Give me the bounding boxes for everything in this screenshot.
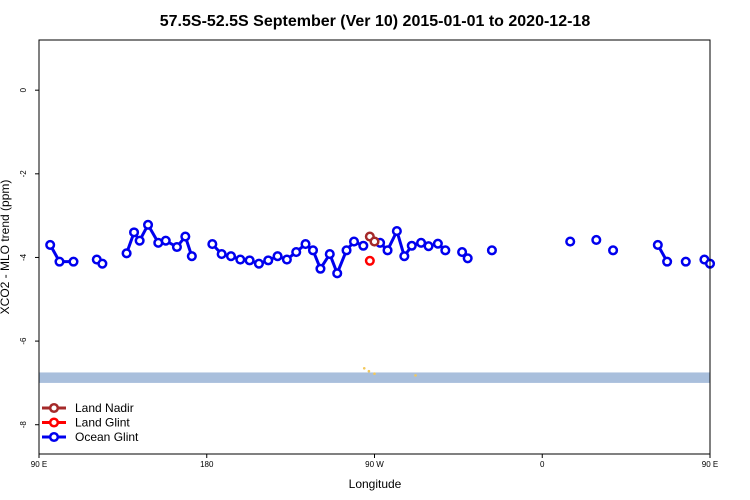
y-tick-label: -4 <box>19 253 28 261</box>
data-point <box>358 240 369 251</box>
data-point <box>186 251 197 262</box>
data-point <box>364 255 375 266</box>
y-tick-label: -6 <box>19 337 28 345</box>
land-marker <box>373 372 376 376</box>
data-point <box>486 245 497 256</box>
legend-item: Land Glint <box>42 416 130 430</box>
legend-swatch-marker <box>48 402 60 414</box>
data-point <box>216 249 227 260</box>
y-axis: 0 -2 -4 -6 -8 <box>19 87 39 428</box>
plot-area <box>39 219 716 383</box>
x-tick-label: 180 <box>200 460 214 469</box>
data-point <box>332 268 343 279</box>
data-point <box>440 245 451 256</box>
data-point <box>97 258 108 269</box>
data-point <box>225 251 237 262</box>
legend-label: Ocean Glint <box>75 430 139 444</box>
legend-item: Ocean Glint <box>42 430 139 444</box>
data-point <box>244 255 255 266</box>
y-tick-label: -2 <box>19 170 28 178</box>
data-point <box>382 245 393 256</box>
data-point <box>462 253 473 264</box>
series-land-glint <box>364 255 375 266</box>
data-point <box>324 249 335 260</box>
data-point <box>121 248 132 259</box>
data-point <box>680 256 691 267</box>
data-point <box>307 245 319 256</box>
land-marker <box>362 366 366 370</box>
land-marker <box>367 369 371 373</box>
data-point <box>591 234 602 245</box>
x-tick-label: 0 <box>540 460 545 469</box>
series-ocean-glint <box>45 219 716 279</box>
data-point <box>180 231 191 242</box>
y-axis-label: XCO2 - MLO trend (ppm) <box>0 180 12 315</box>
y-tick-label: 0 <box>19 87 28 92</box>
data-point <box>263 255 274 266</box>
x-axis: 90 E 180 90 W 0 90 E <box>31 454 718 469</box>
data-point <box>348 236 360 247</box>
data-point <box>662 256 673 267</box>
data-point <box>391 226 402 237</box>
data-point <box>253 258 264 269</box>
data-point <box>652 239 663 250</box>
data-point <box>315 263 326 274</box>
series-land-nadir <box>364 231 380 247</box>
data-point <box>45 239 56 250</box>
legend-swatch-marker <box>48 431 60 443</box>
data-point <box>281 254 292 265</box>
data-point <box>432 238 443 249</box>
legend-label: Land Glint <box>75 416 130 430</box>
data-point <box>291 246 302 258</box>
data-point <box>399 251 410 262</box>
data-point <box>457 246 468 258</box>
y-tick-label: -8 <box>19 421 28 429</box>
data-point <box>272 251 283 262</box>
data-point <box>54 256 65 267</box>
legend-swatch-marker <box>48 417 60 428</box>
data-point <box>235 254 246 265</box>
data-point <box>207 239 218 250</box>
land-band <box>39 372 710 383</box>
data-point <box>300 239 311 250</box>
data-point <box>160 235 171 246</box>
x-tick-label: 90 E <box>702 460 718 469</box>
data-point <box>406 240 417 251</box>
data-point <box>608 245 619 256</box>
data-point <box>129 227 140 238</box>
chart-title: 57.5S-52.5S September (Ver 10) 2015-01-0… <box>160 13 591 30</box>
data-point <box>171 241 182 253</box>
legend-label: Land Nadir <box>75 401 134 415</box>
x-axis-label: Longitude <box>349 477 402 491</box>
x-tick-label: 90 W <box>365 460 384 469</box>
data-point <box>565 236 576 247</box>
data-point <box>369 236 380 247</box>
data-point <box>68 256 79 267</box>
data-point <box>134 235 145 246</box>
x-tick-label: 90 E <box>31 460 47 469</box>
data-point <box>341 245 352 256</box>
land-marker <box>414 374 417 377</box>
data-point <box>423 241 434 252</box>
data-point <box>142 219 154 230</box>
legend-item: Land Nadir <box>42 401 134 415</box>
